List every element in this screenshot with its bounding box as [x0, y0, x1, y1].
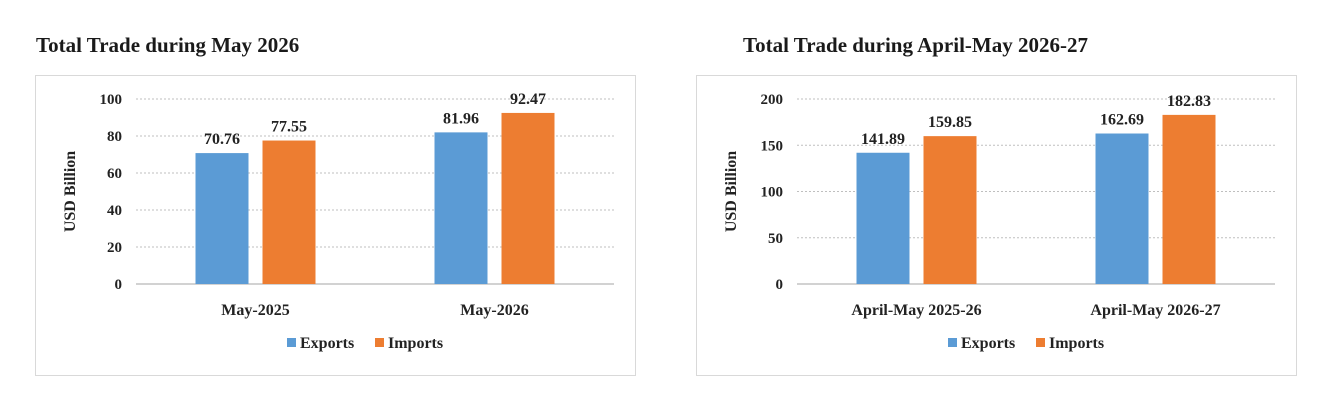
bar-exports — [1095, 133, 1149, 284]
y-tick-label: 50 — [768, 231, 783, 247]
data-label: 182.83 — [1167, 93, 1211, 110]
legend-label-exports: Exports — [300, 335, 354, 352]
chart-panel-may: 0 20 40 60 80 100 USD Billion 70.76 77.55 May-202… — [35, 75, 636, 376]
legend-swatch-imports — [1036, 338, 1045, 347]
y-tick-label: 100 — [100, 92, 123, 108]
legend-label-exports: Exports — [961, 335, 1015, 352]
chart-title-may: Total Trade during May 2026 — [36, 33, 300, 57]
legend-swatch-imports — [375, 338, 384, 347]
bar-imports — [501, 112, 555, 284]
y-tick-label: 80 — [107, 129, 122, 145]
bar-exports — [195, 153, 249, 284]
chart-panel-april-may: 0 50 100 150 200 USD Billion 141.89 159.85 April… — [696, 75, 1297, 376]
bar-chart-april-may: 0 50 100 150 200 USD Billion 141.89 159.85 April… — [723, 92, 1275, 352]
y-tick-label: 40 — [107, 203, 122, 219]
y-tick-label: 20 — [107, 240, 122, 256]
bar-exports — [856, 152, 910, 284]
y-axis-label: USD Billion — [62, 151, 79, 232]
data-label: 159.85 — [928, 114, 972, 131]
bar-chart-may: 0 20 40 60 80 100 USD Billion 70.76 77.55 May-202… — [62, 91, 614, 352]
category-label: May-2025 — [221, 302, 289, 319]
bar-exports — [434, 132, 488, 284]
y-tick-label: 0 — [776, 277, 784, 293]
chart-title-april-may: Total Trade during April-May 2026-27 — [743, 33, 1088, 57]
y-axis-label: USD Billion — [723, 151, 740, 232]
data-label: 77.55 — [271, 119, 307, 136]
data-label: 141.89 — [861, 131, 905, 148]
legend-swatch-exports — [948, 338, 957, 347]
category-label: April-May 2026-27 — [1090, 302, 1220, 319]
data-label: 81.96 — [443, 110, 479, 127]
data-label: 70.76 — [204, 131, 240, 148]
data-label: 162.69 — [1100, 112, 1144, 129]
y-tick-label: 0 — [115, 277, 123, 293]
bar-imports — [1162, 114, 1216, 284]
legend-swatch-exports — [287, 338, 296, 347]
y-tick-label: 100 — [761, 185, 784, 201]
data-label: 92.47 — [510, 91, 546, 108]
y-tick-label: 200 — [761, 92, 784, 108]
bar-imports — [262, 140, 316, 284]
category-label: May-2026 — [460, 302, 528, 319]
category-label: April-May 2025-26 — [851, 302, 981, 319]
legend-label-imports: Imports — [388, 335, 443, 352]
legend-label-imports: Imports — [1049, 335, 1104, 352]
y-tick-label: 150 — [761, 138, 784, 154]
y-tick-label: 60 — [107, 166, 122, 182]
bar-imports — [923, 136, 977, 284]
